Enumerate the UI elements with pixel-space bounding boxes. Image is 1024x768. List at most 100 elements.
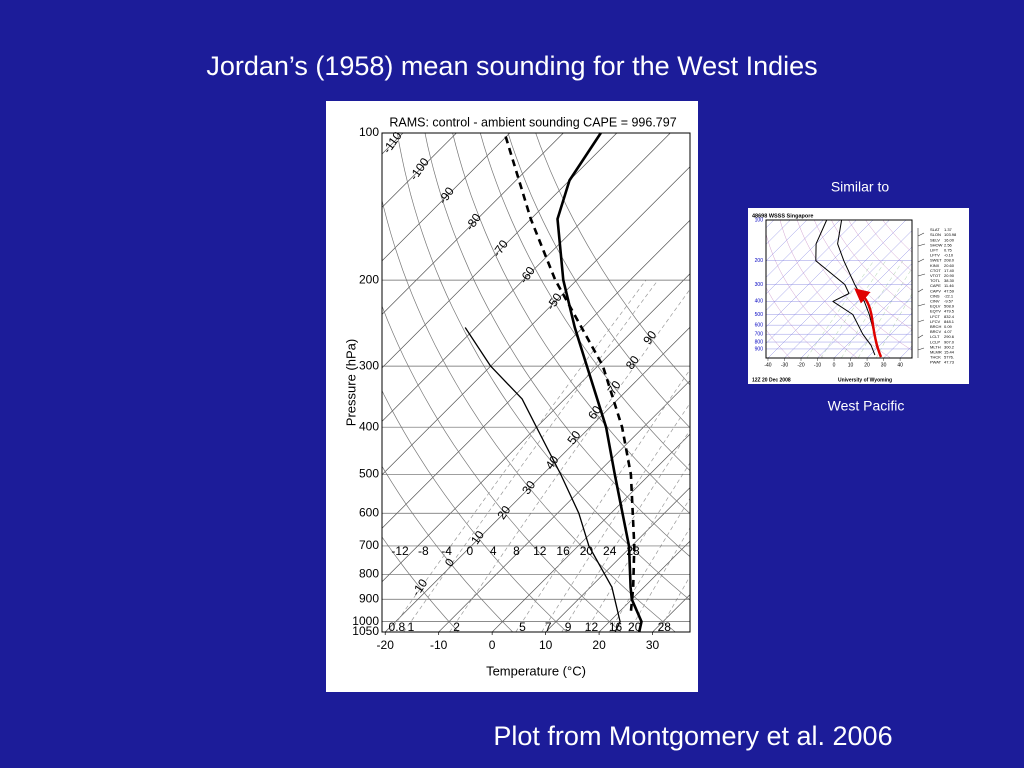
dry-adiabat — [766, 329, 791, 358]
isopleth-label: 24 — [603, 544, 617, 558]
dry-adiabat — [382, 304, 622, 632]
plot-area — [382, 133, 690, 632]
x-tick-label: -10 — [814, 362, 821, 368]
stat-key: EQTV — [930, 309, 941, 314]
dry-adiabat — [479, 133, 690, 472]
isotherm — [491, 433, 690, 632]
stat-key: LFCV — [930, 319, 941, 324]
stat-value: -0.10 — [944, 253, 954, 258]
stat-key: CINV — [930, 298, 940, 303]
y-tick-label: 700 — [359, 538, 379, 552]
stat-value: 38.30 — [944, 278, 955, 283]
isotherm — [833, 279, 912, 358]
stat-key: MLMR — [930, 349, 942, 354]
stat-value: 848.1 — [944, 319, 955, 324]
x-tick-label: -20 — [797, 362, 804, 368]
y-tick-label: 600 — [359, 505, 379, 519]
mixing-ratio-line — [389, 279, 647, 632]
dry-adiabat — [424, 133, 690, 558]
mixing-ratio-label: 0.8 — [389, 620, 406, 634]
isopleth-label: -8 — [418, 544, 429, 558]
stat-value: 4.07 — [944, 329, 953, 334]
y-axis-label: Pressure (hPa) — [343, 339, 358, 426]
stat-value: 479.5 — [944, 309, 955, 314]
mixing-ratio-label: 1 — [408, 620, 415, 634]
x-tick-label: 10 — [848, 362, 854, 368]
mixing-ratio-label: 12 — [585, 620, 599, 634]
isopleth-label: 16 — [556, 544, 570, 558]
stat-key: SLAT — [930, 227, 940, 232]
stat-key: KINX — [930, 263, 940, 268]
y-tick-label: 200 — [755, 258, 764, 264]
mixing-ratio-label: 9 — [565, 620, 572, 634]
main-chart-panel — [326, 101, 698, 692]
stat-value: 17.40 — [944, 268, 955, 273]
stat-value: 47.59 — [944, 288, 955, 293]
isotherm — [382, 133, 671, 422]
y-tick-label: 900 — [359, 591, 379, 605]
y-tick-label: 1050 — [352, 624, 379, 638]
stat-value: 508.9 — [944, 304, 955, 309]
mixing-ratio-label: 2 — [453, 620, 460, 634]
isotherm — [766, 220, 857, 311]
stat-key: LFCT — [930, 314, 941, 319]
dry-adiabat — [766, 287, 824, 358]
y-tick-label: 700 — [755, 332, 764, 338]
chart-date: 12Z 20 Dec 2008 — [752, 377, 791, 383]
y-tick-label: 800 — [359, 566, 379, 580]
dry-adiabat — [382, 465, 513, 632]
stat-value: 16.00 — [944, 237, 955, 242]
sounding-line — [556, 132, 643, 633]
y-tick-label: 400 — [755, 299, 764, 305]
mixing-ratio-label: 7 — [545, 620, 552, 634]
isotherm — [766, 220, 890, 344]
stat-key: EQLV — [930, 304, 941, 309]
mixing-ratio-label: 5 — [519, 620, 526, 634]
stat-key: SWET — [930, 258, 942, 263]
y-tick-label: 1000 — [352, 614, 379, 628]
x-tick-label: 0 — [489, 638, 496, 652]
isopleth-label: 12 — [533, 544, 547, 558]
stat-key: SELV — [930, 237, 940, 242]
isopleth-label: 4 — [490, 544, 497, 558]
stat-key: CINS — [930, 293, 940, 298]
x-axis-label: Temperature (°C) — [486, 663, 586, 678]
slide-footer: Plot from Montgomery et al. 2006 — [493, 721, 892, 751]
stat-key: TOTL — [930, 278, 941, 283]
isopleth-label: 0 — [467, 544, 474, 558]
stat-value: 1.37 — [944, 227, 953, 232]
x-tick-label: 20 — [592, 638, 606, 652]
stat-value: 20.90 — [944, 273, 955, 278]
plot-frame — [381, 132, 691, 633]
red-arrow — [854, 288, 883, 358]
dry-adiabat — [535, 133, 690, 386]
stat-value: 0.75 — [944, 247, 953, 252]
isotherm — [766, 220, 824, 278]
isotherm — [766, 220, 808, 262]
mixing-ratio-line — [515, 369, 690, 632]
isotherm — [784, 230, 912, 358]
y-tick-label: 600 — [755, 322, 764, 328]
sounding-line — [815, 219, 876, 356]
stat-key: LIFT — [930, 247, 939, 252]
isotherm — [766, 220, 791, 245]
stat-key: LCLP — [930, 339, 940, 344]
dry-adiabat — [831, 220, 912, 311]
dry-adiabat — [452, 133, 690, 515]
y-tick-label: 300 — [359, 358, 379, 372]
isotherm — [382, 273, 690, 583]
stat-key: LFTV — [930, 253, 940, 258]
inset-caption-top: Similar to — [831, 179, 890, 195]
stat-key: CAPE — [930, 283, 941, 288]
dry-adiabat — [382, 536, 459, 632]
stat-key: BRCH — [930, 324, 941, 329]
mixing-ratio-line — [449, 288, 690, 632]
stat-value: -9.57 — [944, 298, 954, 303]
dry-adiabat — [766, 232, 858, 358]
x-tick-label: 0 — [833, 362, 836, 368]
inset-caption-bottom: West Pacific — [828, 398, 905, 414]
wind-barbs — [917, 228, 926, 358]
stat-value: 5776. — [944, 355, 954, 360]
